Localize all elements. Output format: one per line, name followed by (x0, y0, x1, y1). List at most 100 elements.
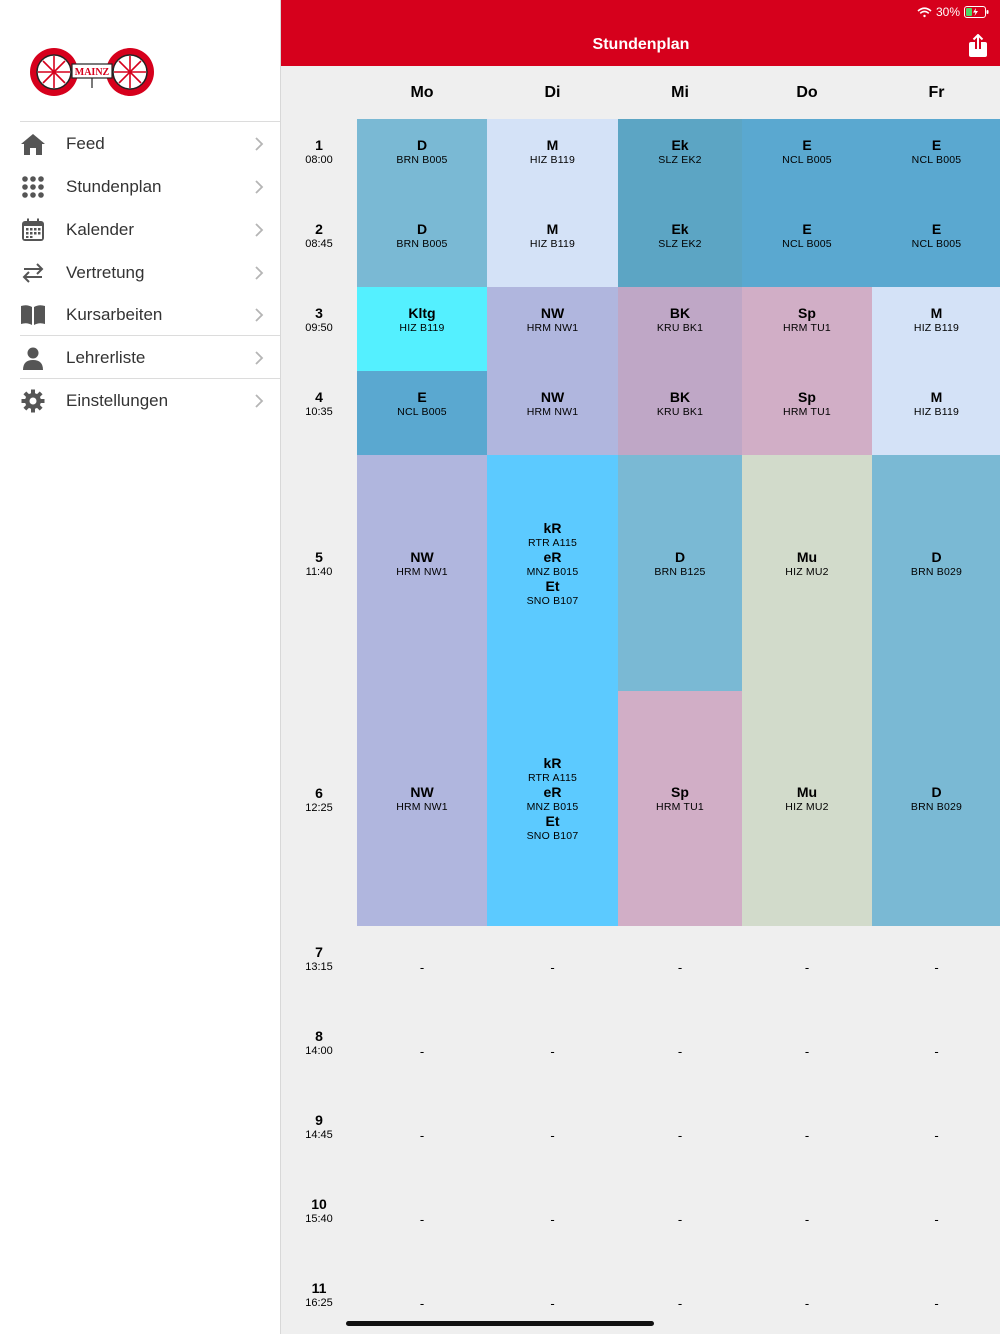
lesson-cell: E NCL B005 (872, 203, 1000, 287)
sidebar-item-kalender[interactable]: Kalender (0, 208, 280, 251)
teacher-room-label: NCL B005 (782, 237, 832, 250)
teacher-room-label: BRN B125 (654, 565, 706, 578)
subject-label: E (931, 220, 942, 237)
sidebar-item-kursarbeiten[interactable]: Kursarbeiten (0, 293, 280, 336)
period-label: 11 16:25 (281, 1262, 357, 1334)
free-period-marker: - (550, 1044, 555, 1059)
sidebar-item-label: Lehrerliste (66, 347, 146, 367)
lesson-block[interactable]: E NCL B005 E NCL B005 (872, 119, 1000, 287)
lesson-cell: E NCL B005 (872, 119, 1000, 203)
chevron-right-icon (255, 393, 264, 408)
teacher-room-label: NCL B005 (397, 405, 447, 418)
subject-label: eR (543, 784, 562, 800)
page-title: Stundenplan (592, 36, 690, 53)
lesson-cell: kR RTR A115 eR MNZ B015 Et SNO B107 (487, 691, 618, 926)
lesson-block[interactable]: D BRN B125 (618, 455, 742, 691)
free-period-marker: - (804, 1044, 810, 1059)
timetable-panel: 30% Stundenplan Mo Di Mi Do Fr 1 08:00 2 08:45 3 0… (280, 0, 1000, 1334)
period-time: 08:45 (305, 238, 333, 250)
lesson-cell: E NCL B005 (742, 203, 872, 287)
period-time: 10:35 (305, 406, 333, 418)
period-time: 14:45 (305, 1129, 333, 1141)
teacher-room-label: BRN B005 (396, 237, 448, 250)
lesson-cell: Kltg HIZ B119 (357, 287, 487, 371)
period-number: 3 (315, 305, 323, 321)
teacher-room-label: KRU BK1 (656, 405, 704, 418)
sidebar-item-einstellungen[interactable]: Einstellungen (0, 379, 280, 422)
lesson-cell: Mu HIZ MU2 (742, 691, 872, 926)
period-number: 10 (311, 1196, 327, 1212)
subject-label: Sp (798, 388, 816, 405)
lesson-block[interactable]: D BRN B029 D BRN B029 (872, 455, 1000, 926)
day-header: Mi (671, 84, 689, 101)
home-indicator[interactable] (346, 1321, 654, 1326)
sidebar-divider (20, 335, 280, 336)
free-period-marker: - (934, 1296, 939, 1311)
lesson-cell: Mu HIZ MU2 (742, 455, 872, 691)
free-period-marker: - (550, 960, 555, 975)
subject-label: Kltg (408, 304, 436, 321)
teacher-room-label: HRM NW1 (526, 321, 579, 334)
subject-label: M (546, 220, 559, 237)
lesson-block[interactable]: NW HRM NW1 NW HRM NW1 (487, 287, 618, 455)
teacher-room-label: NCL B005 (911, 237, 962, 250)
free-period-marker: - (934, 1044, 939, 1059)
lesson-block[interactable]: BK KRU BK1 BK KRU BK1 (618, 287, 742, 455)
period-time: 11:40 (305, 566, 333, 578)
period-label: 10 15:40 (281, 1178, 357, 1262)
teacher-room-label: HRM NW1 (526, 405, 579, 418)
teacher-room-label: HRM TU1 (783, 321, 831, 334)
period-number: 6 (315, 784, 323, 801)
sidebar-item-lehrerliste[interactable]: Lehrerliste (0, 336, 280, 379)
lesson-block[interactable]: M HIZ B119 M HIZ B119 (487, 119, 618, 287)
sidebar-item-feed[interactable]: Feed (0, 122, 280, 165)
free-period-marker: - (804, 1128, 810, 1143)
lesson-cell: D BRN B005 (357, 203, 487, 287)
subject-label: E (802, 220, 812, 237)
period-time: 08:00 (305, 154, 333, 166)
teacher-room-label: HIZ MU2 (785, 801, 829, 813)
lesson-block[interactable]: Kltg HIZ B119 (357, 287, 487, 371)
period-label: 5 11:40 (281, 455, 357, 691)
sidebar-item-stundenplan[interactable]: Stundenplan (0, 165, 280, 208)
sidebar-item-vertretung[interactable]: Vertretung (0, 251, 280, 294)
lesson-cell: NW HRM NW1 (357, 455, 487, 691)
free-period-marker: - (934, 1128, 939, 1143)
lesson-block[interactable]: Sp HRM TU1 (618, 691, 742, 926)
lesson-cell: D BRN B029 (872, 691, 1000, 926)
free-period-marker: - (677, 1296, 683, 1311)
period-number: 2 (315, 221, 323, 237)
swap-icon (20, 260, 46, 286)
lesson-block[interactable]: Mu HIZ MU2 Mu HIZ MU2 (742, 455, 872, 926)
lesson-block[interactable]: Sp HRM TU1 Sp HRM TU1 (742, 287, 872, 455)
free-period-marker: - (934, 1212, 939, 1227)
lesson-cell: NW HRM NW1 (487, 287, 618, 371)
lesson-block[interactable]: kR RTR A115 eR MNZ B015 Et SNO B107 kR RTR A115… (487, 455, 618, 926)
lesson-block[interactable]: E NCL B005 (357, 371, 487, 455)
free-period-marker: - (550, 1128, 555, 1143)
teacher-room-label: RTR A115 (527, 536, 578, 549)
teacher-room-label: NCL B005 (911, 153, 962, 166)
teacher-room-label: RTR A115 (527, 772, 578, 784)
chevron-right-icon (255, 222, 264, 237)
subject-label: kR (543, 755, 562, 771)
lesson-cell: Ek SLZ EK2 (618, 119, 742, 203)
lesson-block[interactable]: Ek SLZ EK2 Ek SLZ EK2 (618, 119, 742, 287)
lesson-block[interactable]: D BRN B005 D BRN B005 (357, 119, 487, 287)
lesson-block[interactable]: NW HRM NW1 NW HRM NW1 (357, 455, 487, 926)
teacher-room-label: SLZ EK2 (658, 237, 702, 250)
lesson-block[interactable]: E NCL B005 E NCL B005 (742, 119, 872, 287)
lesson-cell: D BRN B125 (618, 455, 742, 691)
subject-label: NW (540, 388, 565, 405)
lesson-block[interactable]: M HIZ B119 M HIZ B119 (872, 287, 1000, 455)
share-icon[interactable] (967, 34, 989, 58)
teacher-room-label: HIZ B119 (913, 405, 960, 418)
subject-label: D (931, 784, 942, 800)
sidebar-item-label: Stundenplan (66, 176, 162, 196)
logo-text: MAINZ (75, 67, 110, 78)
calendar-icon (20, 217, 46, 243)
day-header: Mo (410, 84, 434, 101)
teacher-room-label: HRM TU1 (656, 801, 704, 813)
free-period-marker: - (804, 1296, 810, 1311)
subject-label: kR (543, 519, 562, 536)
